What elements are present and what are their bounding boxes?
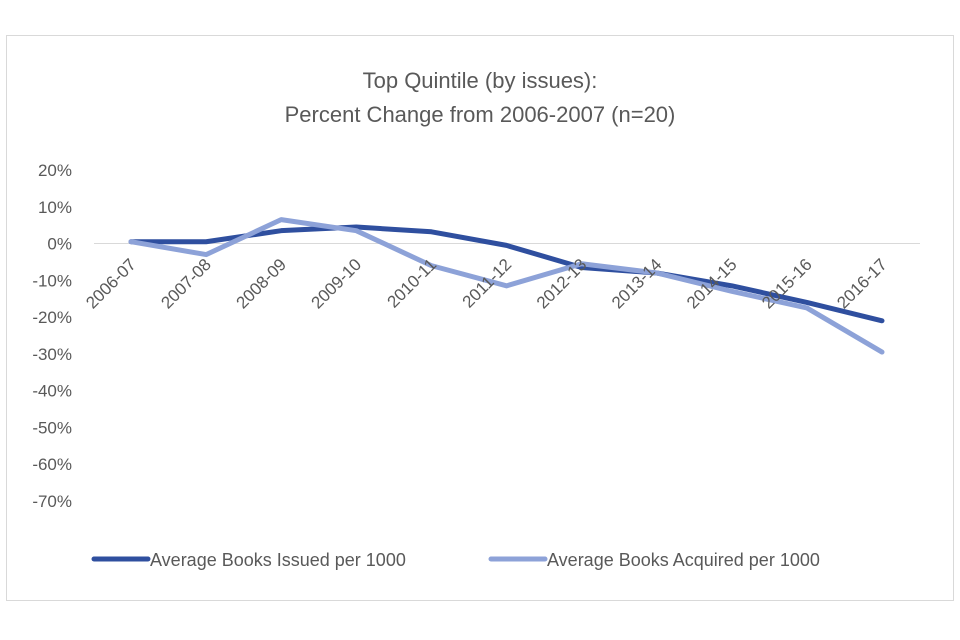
x-axis-ticks: 2006-07 2007-08 2008-09 2009-10 2010-11 2011-… [82, 255, 891, 313]
y-tick-label: 10% [38, 198, 72, 217]
y-tick-label: -20% [32, 308, 72, 327]
x-tick-label: 2013-14 [608, 255, 666, 313]
x-tick-label: 2007-08 [157, 255, 215, 313]
y-tick-label: -50% [32, 418, 72, 437]
legend: Average Books Issued per 1000 Average Boo… [91, 550, 820, 570]
series-lines [128, 217, 885, 355]
chart-title-line-2: Percent Change from 2006-2007 (n=20) [285, 102, 676, 127]
legend-label-1: Average Books Issued per 1000 [150, 550, 406, 570]
y-tick-label: -10% [32, 271, 72, 290]
y-tick-label: -70% [32, 492, 72, 511]
series-line-1 [128, 224, 885, 324]
x-tick-label: 2006-07 [82, 255, 140, 313]
chart-title-line-1: Top Quintile (by issues): [363, 68, 598, 93]
y-axis-ticks: 20% 10% 0% -10% -20% -30% -40% -50% -60% -70% [32, 161, 72, 511]
legend-label-2: Average Books Acquired per 1000 [547, 550, 820, 570]
x-tick-label: 2009-10 [308, 255, 366, 313]
y-tick-label: -40% [32, 382, 72, 401]
x-tick-label: 2010-11 [384, 255, 441, 312]
y-tick-label: -60% [32, 455, 72, 474]
x-tick-label: 2008-09 [232, 255, 290, 313]
x-tick-label: 2016-17 [833, 255, 891, 313]
y-tick-label: 20% [38, 161, 72, 180]
series-line-2 [128, 217, 885, 355]
y-tick-label: -30% [32, 345, 72, 364]
chart-frame [6, 35, 954, 601]
y-tick-label: 0% [47, 235, 72, 254]
